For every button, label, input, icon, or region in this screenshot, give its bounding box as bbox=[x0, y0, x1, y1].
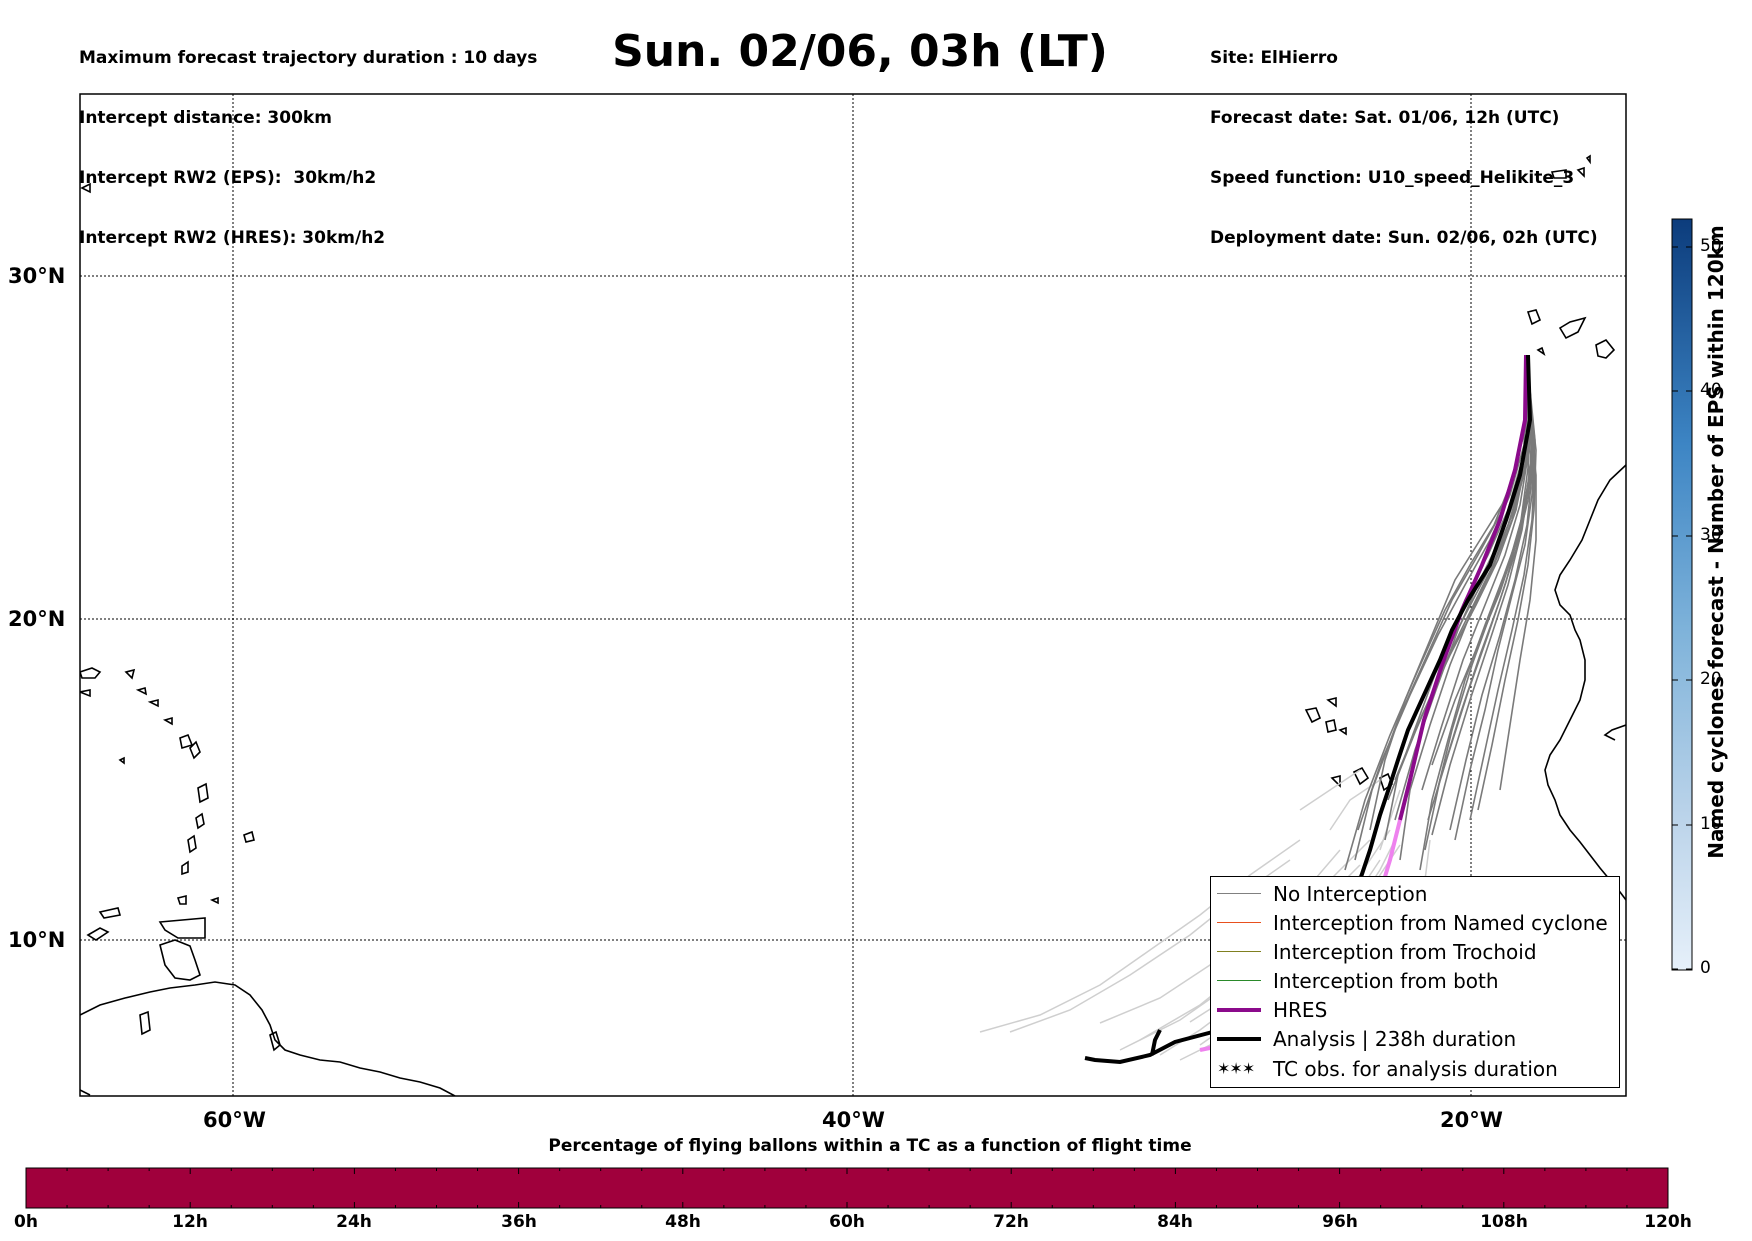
flight-time-label: 108h bbox=[1480, 1212, 1528, 1232]
info-line: Speed function: U10_speed_Helikite_3 bbox=[1210, 168, 1575, 188]
info-line: Deployment date: Sun. 02/06, 02h (UTC) bbox=[1210, 228, 1598, 248]
flight-time-label: 36h bbox=[501, 1212, 537, 1232]
map-frame bbox=[79, 93, 1627, 1097]
cyclone-symbol-icon: ✶✶✶ bbox=[1217, 1059, 1255, 1078]
info-line: Site: ElHierro bbox=[1210, 48, 1338, 68]
lon-label: 60°W bbox=[203, 1108, 266, 1132]
flight-time-label: 48h bbox=[665, 1212, 701, 1232]
info-line: Maximum forecast trajectory duration : 1… bbox=[79, 48, 538, 68]
colorbar-tick-label: 10 bbox=[1700, 814, 1722, 834]
flight-time-label: 24h bbox=[336, 1212, 372, 1232]
colorbar bbox=[1671, 218, 1693, 971]
colorbar-tick-label: 40 bbox=[1700, 380, 1722, 400]
lon-label: 40°W bbox=[822, 1108, 885, 1132]
colorbar-title: Named cyclones forecast - Number of EPS … bbox=[1704, 225, 1728, 859]
info-line: Forecast date: Sat. 01/06, 12h (UTC) bbox=[1210, 108, 1560, 128]
flight-time-label: 96h bbox=[1322, 1212, 1358, 1232]
eps-trajectories bbox=[1344, 354, 1537, 871]
site-info: Site: ElHierro Forecast date: Sat. 01/06… bbox=[1210, 8, 1598, 268]
lat-label: 10°N bbox=[8, 928, 66, 952]
coastlines bbox=[80, 154, 1626, 1096]
colorbar-tick-label: 20 bbox=[1700, 669, 1722, 689]
lon-label: 20°W bbox=[1440, 1108, 1503, 1132]
flight-time-bar bbox=[25, 1167, 1669, 1209]
analysis-trajectory bbox=[1084, 354, 1533, 1065]
lat-label: 30°N bbox=[8, 264, 66, 288]
flight-time-label: 84h bbox=[1157, 1212, 1193, 1232]
colorbar-tick-label: 50 bbox=[1700, 236, 1722, 256]
page-title: Sun. 02/06, 03h (LT) bbox=[612, 26, 1108, 77]
flight-time-label: 12h bbox=[172, 1212, 208, 1232]
flight-time-bar-fill bbox=[25, 1167, 1669, 1209]
info-line: Intercept RW2 (HRES): 30km/h2 bbox=[79, 228, 386, 248]
colorbar-fill bbox=[1671, 218, 1693, 971]
info-line: Intercept distance: 300km bbox=[79, 108, 332, 128]
flight-time-label: 120h bbox=[1644, 1212, 1692, 1232]
colorbar-tick-label: 0 bbox=[1700, 958, 1711, 978]
forecast-settings-info: Maximum forecast trajectory duration : 1… bbox=[79, 8, 537, 268]
flight-time-bar-title: Percentage of flying ballons within a TC… bbox=[548, 1136, 1192, 1156]
flight-time-label: 72h bbox=[993, 1212, 1029, 1232]
info-line: Intercept RW2 (EPS): 30km/h2 bbox=[79, 168, 377, 188]
legend: No Interception Interception from Named … bbox=[1210, 876, 1620, 1088]
flight-time-label: 60h bbox=[829, 1212, 865, 1232]
flight-time-label: 0h bbox=[14, 1212, 38, 1232]
lat-label: 20°N bbox=[8, 607, 66, 631]
colorbar-tick-label: 30 bbox=[1700, 525, 1722, 545]
